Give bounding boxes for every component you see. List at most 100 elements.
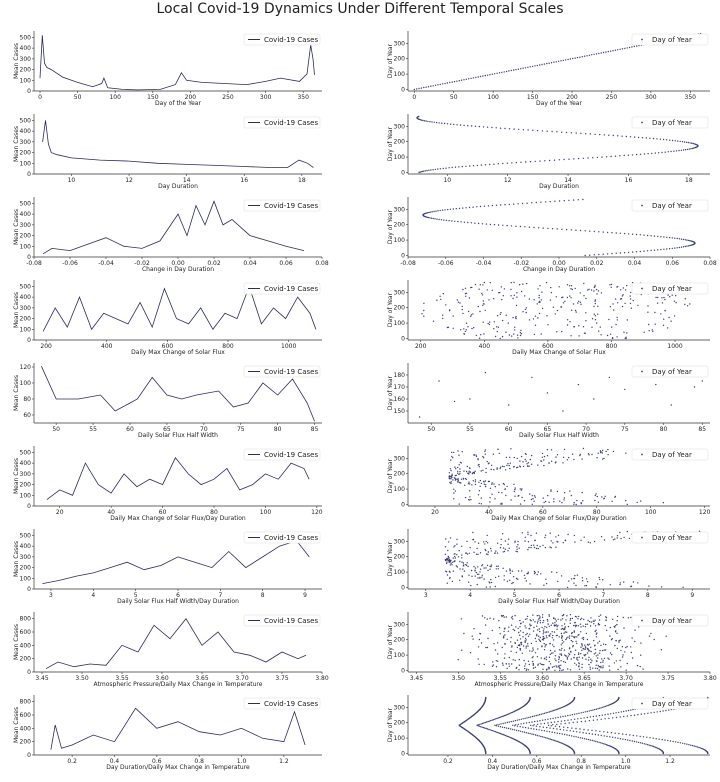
data-point (511, 646, 513, 648)
data-point (463, 328, 465, 330)
x-tick-label: 0.00 (552, 260, 566, 267)
data-point (541, 130, 544, 132)
data-point (520, 723, 522, 725)
data-point (590, 709, 592, 712)
data-point (664, 151, 666, 153)
data-point (508, 721, 510, 723)
data-point (533, 544, 535, 546)
data-point (549, 649, 552, 652)
data-point (491, 204, 494, 207)
y-tick-label: 200 (20, 656, 32, 663)
data-point (538, 714, 541, 716)
data-point (522, 465, 525, 468)
data-point (524, 663, 527, 665)
data-point (448, 167, 450, 169)
data-point (503, 734, 505, 736)
data-point (599, 326, 601, 328)
data-point (594, 625, 597, 627)
data-point (445, 570, 447, 572)
x-tick-label: 1.0 (237, 758, 247, 765)
data-point (557, 60, 560, 62)
data-point (532, 725, 534, 727)
data-point (473, 566, 475, 568)
legend-point-swatch (641, 702, 643, 705)
data-point (516, 296, 518, 298)
y-tick-label: 100 (394, 735, 406, 742)
data-point (616, 647, 618, 650)
data-point (626, 332, 628, 334)
data-point (492, 730, 494, 732)
x-tick-label: 800 (222, 343, 234, 350)
data-point (529, 66, 531, 68)
data-point (536, 544, 538, 547)
data-point (573, 624, 575, 627)
data-point (537, 317, 539, 319)
legend-box (631, 116, 709, 129)
data-point (457, 450, 459, 452)
data-point (502, 482, 505, 485)
data-point (508, 656, 510, 659)
y-tick-label: 200 (394, 554, 406, 561)
data-point (614, 155, 617, 157)
data-point (442, 83, 444, 85)
data-point (551, 738, 553, 741)
x-tick-label: 80 (210, 509, 218, 516)
x-tick-label: 85 (698, 426, 706, 433)
x-tick-label: 3.65 (195, 675, 209, 682)
data-point (506, 464, 508, 467)
data-point (498, 72, 501, 74)
data-point (581, 637, 583, 639)
data-point (584, 648, 586, 650)
data-point (656, 302, 659, 304)
legend-box (243, 282, 321, 295)
data-point (624, 651, 626, 653)
data-point (633, 136, 636, 138)
data-point (575, 132, 577, 134)
data-point (589, 625, 592, 627)
data-point (501, 335, 504, 338)
data-point (516, 639, 519, 641)
subplot-1: 0 50 100 150 200 250 300 3500100200300400500Day… (13, 31, 322, 107)
x-tick-label: 100 (645, 509, 657, 516)
data-point (632, 734, 634, 737)
data-point (482, 304, 484, 307)
data-point (490, 468, 492, 471)
data-point (449, 478, 451, 480)
data-point (570, 719, 572, 721)
data-point (593, 398, 595, 400)
data-point (637, 582, 639, 584)
data-point (566, 734, 568, 736)
data-point (675, 302, 677, 304)
legend-box (631, 282, 709, 295)
x-tick-label: 55 (89, 426, 97, 433)
data-point (466, 553, 469, 555)
data-point (449, 123, 452, 125)
x-tick-label: 65 (544, 426, 552, 433)
data-point (528, 226, 531, 228)
data-point (552, 739, 554, 741)
data-point (582, 198, 584, 201)
data-point (495, 550, 497, 552)
data-point (454, 557, 456, 559)
subplot-6: -0.08 -0.06 -0.04 -0.02 0.00 0.02 0.04 0.06 0.08… (387, 197, 717, 273)
data-point (631, 637, 633, 639)
data-point (508, 203, 510, 206)
data-point (595, 730, 597, 732)
data-point (630, 651, 633, 654)
data-point (541, 63, 543, 66)
data-point (459, 560, 461, 563)
data-point (540, 201, 542, 203)
data-point (505, 663, 507, 665)
data-point (677, 741, 679, 744)
data-point (426, 216, 428, 218)
data-point (547, 227, 549, 230)
data-point (508, 713, 510, 715)
data-point (477, 542, 480, 544)
y-tick-label: 200 (394, 471, 406, 478)
data-point (477, 222, 480, 225)
data-point (461, 305, 463, 308)
data-point (500, 286, 502, 288)
